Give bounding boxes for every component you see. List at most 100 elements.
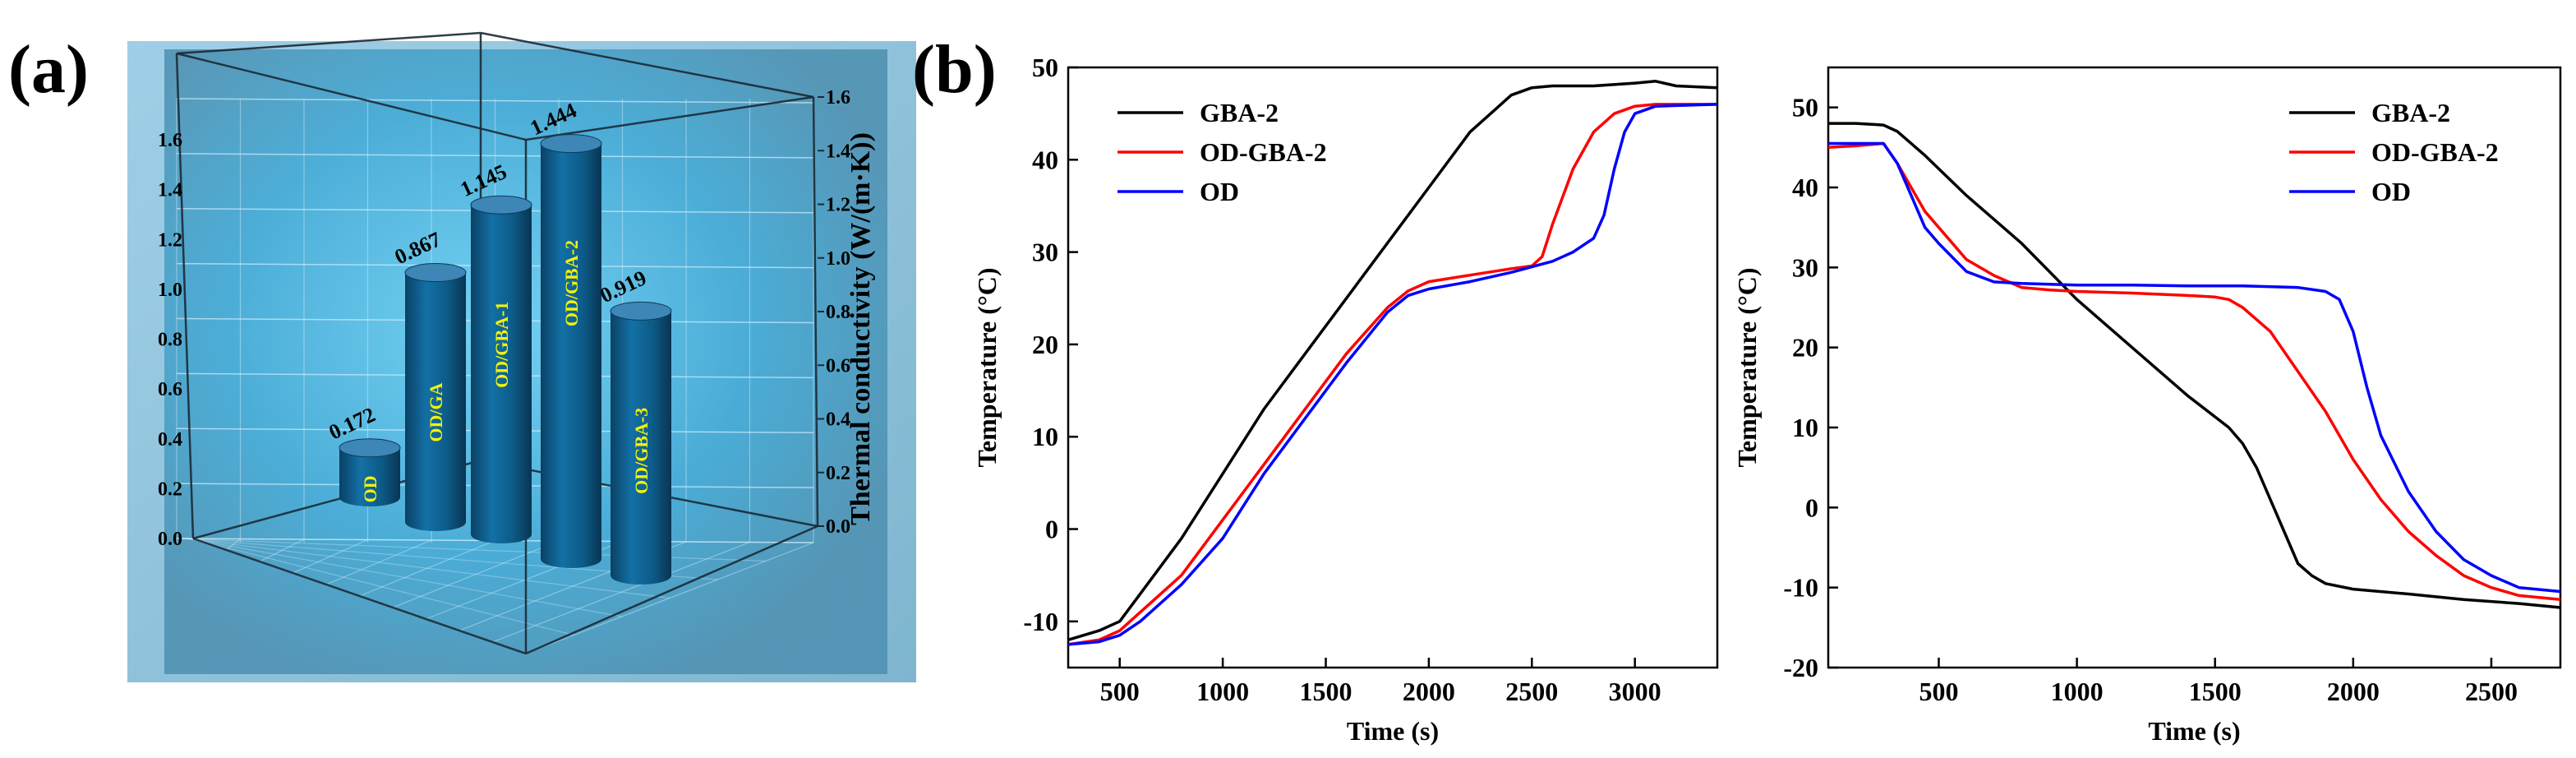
y-tick-label: 30 <box>1792 252 1818 282</box>
floor-gridline <box>492 541 750 643</box>
x-axis-title: Time (s) <box>1347 716 1439 746</box>
box-edge <box>480 31 814 99</box>
y-tick-label: 40 <box>1032 145 1058 174</box>
bar-category-label: OD/GBA-1 <box>491 302 512 388</box>
series-line-od <box>1828 141 2561 594</box>
box-edge <box>176 52 527 141</box>
series-line-gba-2 <box>1067 80 1718 641</box>
x-tick-label: 1000 <box>2051 677 2104 706</box>
y-tick-label: -10 <box>1783 573 1818 603</box>
right-axis-tick-label: 1.4 <box>826 141 850 162</box>
right-axis-tick-label: 1.6 <box>826 87 850 109</box>
series-line-gba-2 <box>1828 122 2561 609</box>
y-axis-title: Temperature (°C) <box>972 268 1002 468</box>
box-edge <box>525 95 814 141</box>
floor-gridline <box>226 538 241 551</box>
plot-frame <box>1067 66 1719 669</box>
series-line-od-gba-2 <box>1067 103 1717 646</box>
x-tick-label: 1500 <box>1299 677 1352 706</box>
right-axis-tick-label: 0.0 <box>826 516 850 538</box>
legend-label: OD-GBA-2 <box>2371 137 2499 167</box>
floor-gridline <box>293 538 368 574</box>
legend-label: GBA-2 <box>2371 98 2450 127</box>
series-line-od-gba-2 <box>1827 141 2561 602</box>
y-tick-label: -10 <box>1023 607 1058 636</box>
legend-label: OD-GBA-2 <box>1200 137 1327 167</box>
left-axis-tick-label: 1.0 <box>158 280 182 301</box>
bar-category-label: OD/GA <box>426 382 446 441</box>
bar-category-label: OD <box>360 475 380 502</box>
left-axis-tick-label: 1.4 <box>158 180 182 201</box>
floor-gridline <box>259 538 305 562</box>
y-tick-label: 20 <box>1792 333 1818 363</box>
back-wall-gridline <box>176 98 814 104</box>
y-tick-label: 10 <box>1792 413 1818 442</box>
y-tick-label: 0 <box>1045 515 1058 544</box>
panel-a-right-axis: 0.0 0.2 0.4 0.6 0.8 1.0 1.2 1.4 1.6 <box>818 87 850 538</box>
right-axis-tick-label: 1.0 <box>826 248 850 270</box>
right-axis-tick-label: 0.2 <box>826 463 850 484</box>
left-axis-tick-label: 0.0 <box>158 529 182 550</box>
bar-body <box>339 447 400 506</box>
bar-top <box>540 134 602 154</box>
right-axis-tick-label: 0.8 <box>826 302 850 323</box>
floor-gridline <box>325 539 432 585</box>
x-tick-label: 1000 <box>1196 677 1249 706</box>
series-line-od <box>1067 103 1718 646</box>
bar-top <box>339 438 401 458</box>
y-tick-label: 10 <box>1032 422 1058 451</box>
box-edge <box>176 31 482 55</box>
y-tick-label: 50 <box>1792 93 1818 122</box>
panel-a-y-axis-title: Thermal conductivity (W/(m·K)) <box>846 132 876 525</box>
back-wall-gridline <box>176 153 814 159</box>
left-axis-tick-label: 1.6 <box>158 130 182 151</box>
bar-top <box>610 301 672 321</box>
x-tick-label: 2000 <box>1403 677 1455 706</box>
legend-label: OD <box>1200 177 1239 206</box>
panel-b-left-plot: 500 1000 1500 2000 2500 3000 -10 0 10 20 30 40 50 Tim… <box>972 53 1719 746</box>
right-axis-tick-label: 0.4 <box>826 409 850 431</box>
panel-a-label: (a) <box>8 31 89 108</box>
x-tick-label: 2000 <box>2327 677 2380 706</box>
bar-category-label: OD/GBA-3 <box>631 408 652 494</box>
bar-body <box>405 272 466 531</box>
panel-a-left-axis: 0.0 0.2 0.4 0.6 0.8 1.0 1.2 1.4 1.6 <box>158 130 182 550</box>
panel-b-label: (b) <box>912 31 997 108</box>
box-edge <box>525 525 818 655</box>
floor-gridline <box>525 542 814 654</box>
x-axis-title: Time (s) <box>2148 716 2240 746</box>
y-tick-label: -20 <box>1783 653 1818 682</box>
left-axis-tick-label: 0.8 <box>158 330 182 351</box>
bar-body <box>541 143 601 569</box>
bar-top <box>470 195 532 215</box>
bar-top <box>404 263 467 283</box>
bar-body <box>611 311 671 585</box>
left-axis-tick-label: 0.2 <box>158 478 182 500</box>
right-axis-tick-label: 0.6 <box>826 355 850 377</box>
bar-1: OD/GA0.867 <box>391 227 467 531</box>
box-edge <box>175 53 195 539</box>
y-tick-label: 40 <box>1792 173 1818 202</box>
floor-gridline <box>187 538 622 617</box>
left-axis-tick-label: 0.6 <box>158 379 182 400</box>
bar-3: OD/GBA-21.444 <box>527 98 602 569</box>
right-axis-tick-label: 1.2 <box>826 195 850 216</box>
y-tick-label: 30 <box>1032 238 1058 267</box>
x-tick-label: 2500 <box>2465 677 2518 706</box>
floor-gridline <box>359 539 495 597</box>
x-tick-label: 500 <box>1100 677 1140 706</box>
box-edge <box>192 537 527 655</box>
floor-gridline <box>184 538 670 599</box>
bar-2: OD/GBA-11.145 <box>457 159 532 543</box>
bar-body <box>471 205 532 543</box>
panel-b-right-plot: 500 1000 1500 2000 2500 -20 -10 0 10 20 30 40 50 Time… <box>1732 66 2562 746</box>
floor-gridline <box>190 538 574 636</box>
y-axis-title: Temperature (°C) <box>1732 268 1762 468</box>
y-tick-label: 20 <box>1032 330 1058 359</box>
panel-a-bars: OD0.172 OD/GA0.867OD/GBA-11.145OD/GBA-21.… <box>325 98 672 585</box>
legend-label: OD <box>2371 177 2411 206</box>
x-tick-label: 1500 <box>2189 677 2242 706</box>
plot-frame <box>1827 66 2562 669</box>
legend-label: GBA-2 <box>1200 98 1279 127</box>
